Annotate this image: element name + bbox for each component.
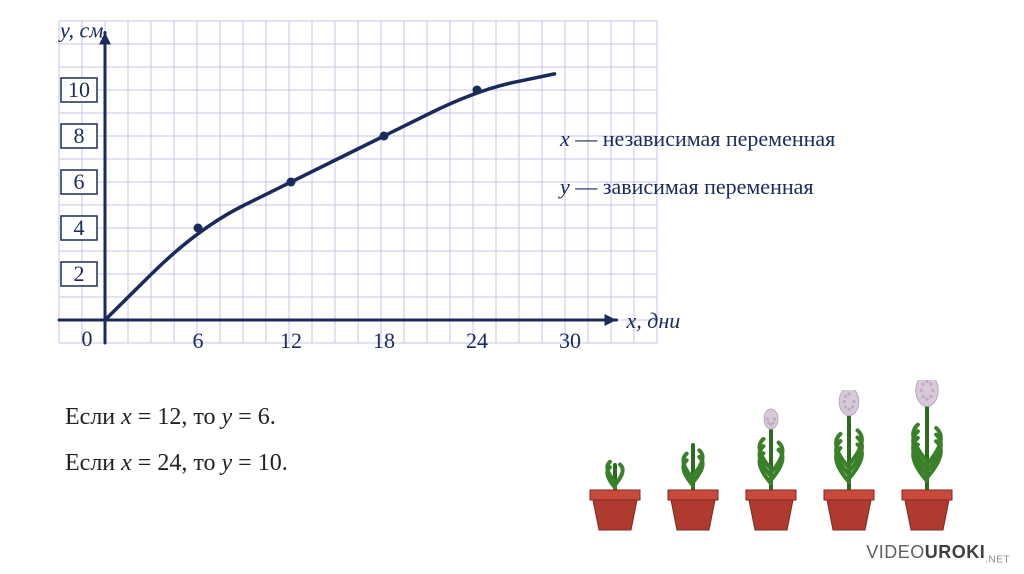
plant <box>819 390 879 532</box>
svg-text:0: 0 <box>82 326 93 351</box>
legend-text-y: — зависимая переменная <box>570 174 814 199</box>
svg-text:8: 8 <box>74 123 85 148</box>
svg-text:30: 30 <box>559 328 581 353</box>
legend-line-y: y — зависимая переменная <box>560 163 835 211</box>
watermark-part1: VIDEO <box>866 542 925 562</box>
watermark: VIDEOUROKI.NET <box>866 542 1010 566</box>
svg-text:y, см: y, см <box>58 20 103 43</box>
svg-text:4: 4 <box>74 215 85 240</box>
plant <box>585 445 645 532</box>
watermark-part3: .NET <box>985 555 1010 566</box>
plant-icon <box>741 405 801 532</box>
watermark-part2: UROKI <box>925 542 986 562</box>
legend-line-x: x — независимая переменная <box>560 115 835 163</box>
legend: x — независимая переменная y — зависимая… <box>560 115 835 212</box>
svg-text:x, дни: x, дни <box>626 308 681 333</box>
legend-var-x: x <box>560 126 570 151</box>
svg-text:2: 2 <box>74 261 85 286</box>
svg-text:18: 18 <box>373 328 395 353</box>
plant-icon <box>663 425 723 532</box>
plant <box>663 425 723 532</box>
svg-text:10: 10 <box>68 77 90 102</box>
legend-text-x: — независимая переменная <box>570 126 836 151</box>
plant-row <box>585 380 957 532</box>
condition-2: Если x = 24, то y = 10. <box>65 441 288 487</box>
plant-icon <box>897 380 957 532</box>
svg-text:24: 24 <box>466 328 488 353</box>
conditions: Если x = 12, то y = 6. Если x = 24, то y… <box>65 395 288 486</box>
svg-text:6: 6 <box>74 169 85 194</box>
plant-icon <box>819 390 879 532</box>
plant <box>741 405 801 532</box>
legend-var-y: y <box>560 174 570 199</box>
condition-1: Если x = 12, то y = 6. <box>65 395 288 441</box>
svg-text:6: 6 <box>193 328 204 353</box>
svg-text:12: 12 <box>280 328 302 353</box>
plant <box>897 380 957 532</box>
plant-icon <box>585 445 645 532</box>
